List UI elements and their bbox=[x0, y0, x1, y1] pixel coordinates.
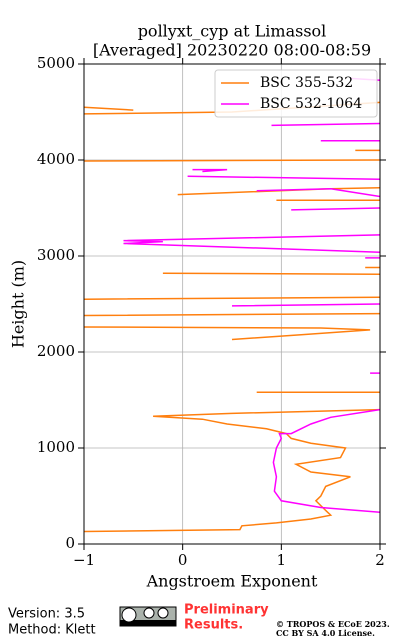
y-tick-label: 0 bbox=[65, 534, 75, 552]
chart-subtitle: [Averaged] 20230220 08:00-08:59 bbox=[93, 41, 371, 60]
y-tick-label: 2000 bbox=[37, 342, 75, 360]
cc-logo bbox=[119, 606, 177, 627]
y-tick-label: 4000 bbox=[37, 150, 75, 168]
copyright: © TROPOS & ECoE 2023. bbox=[276, 619, 390, 629]
legend: BSC 355-532 BSC 532-1064 bbox=[214, 69, 378, 118]
y-tick-label: 5000 bbox=[37, 54, 75, 72]
chart-title: pollyxt_cyp at Limassol bbox=[138, 22, 327, 41]
version: Version: 3.5 bbox=[8, 607, 85, 622]
x-tick-label: −1 bbox=[73, 551, 95, 569]
line bbox=[123, 77, 380, 514]
line bbox=[84, 101, 380, 533]
y-axis-label: Height (m) bbox=[9, 260, 28, 348]
legend-label: BSC 532-1064 bbox=[260, 96, 362, 112]
y-tick-label: 3000 bbox=[37, 246, 75, 264]
x-axis-label: Angstroem Exponent bbox=[146, 572, 318, 591]
method: Method: Klett bbox=[8, 623, 96, 638]
x-tick-label: 0 bbox=[178, 551, 188, 569]
legend-box bbox=[214, 69, 378, 118]
legend-label: BSC 355-532 bbox=[260, 75, 353, 91]
preliminary: Preliminary bbox=[184, 603, 269, 618]
license: CC BY SA 4.0 License. bbox=[276, 628, 375, 638]
lines bbox=[84, 77, 380, 533]
preliminary: Results. bbox=[184, 618, 243, 633]
plot-frame bbox=[83, 63, 381, 545]
x-tick-label: 1 bbox=[277, 551, 287, 569]
y-tick-label: 1000 bbox=[37, 438, 75, 456]
x-tick-label: 2 bbox=[375, 551, 385, 569]
